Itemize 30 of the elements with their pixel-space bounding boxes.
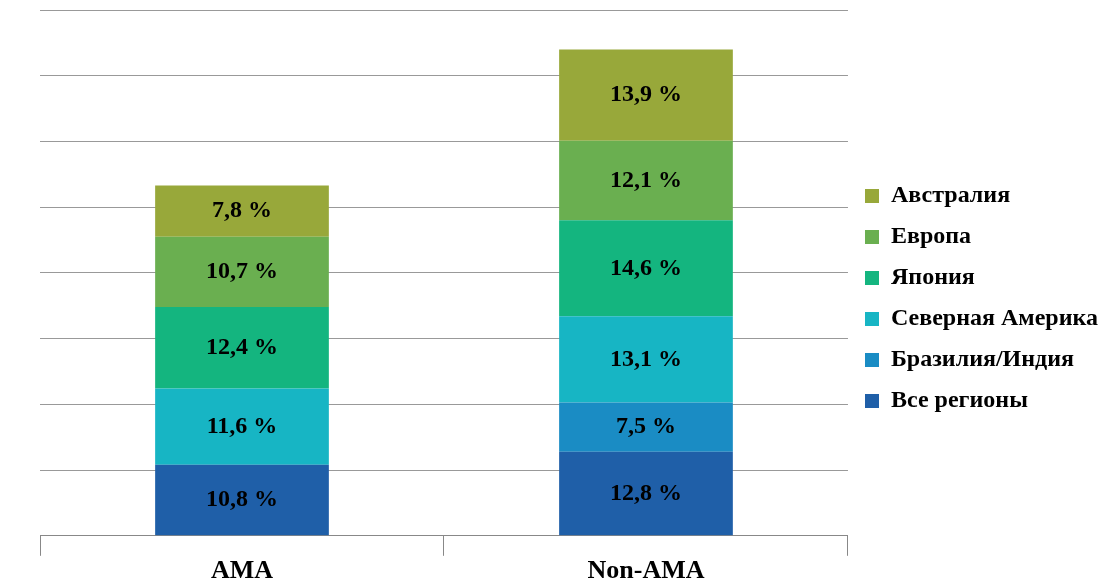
bar <box>155 464 329 536</box>
x-tick-label: AMA <box>210 555 274 585</box>
data-label: 13,9 % <box>609 80 682 107</box>
data-label: 13,1 % <box>609 344 682 371</box>
data-label: 14,6 % <box>609 253 682 280</box>
bar <box>155 307 329 389</box>
legend-label: Европа <box>890 222 972 249</box>
bar <box>559 451 733 536</box>
data-label: 12,1 % <box>609 165 682 192</box>
bar <box>559 49 733 141</box>
bar <box>155 185 329 237</box>
data-label: 7,5 % <box>615 412 676 439</box>
bar <box>155 388 329 465</box>
legend-label: Северная Америка <box>890 304 1099 331</box>
x-tick-label: Non-AMA <box>587 555 705 585</box>
data-label: 10,8 % <box>205 485 278 512</box>
legend-label: Бразилия/Индия <box>890 345 1075 372</box>
bar <box>155 236 329 308</box>
data-label: 11,6 % <box>206 411 278 438</box>
data-label: 12,4 % <box>205 333 278 360</box>
legend-label: Австралия <box>890 181 1011 208</box>
data-label: 10,7 % <box>205 257 278 284</box>
data-label: 12,8 % <box>609 478 682 505</box>
bar <box>559 140 733 221</box>
legend-label: Все регионы <box>890 386 1029 413</box>
bar <box>559 316 733 403</box>
legend-label: Япония <box>890 263 975 290</box>
bar <box>559 402 733 452</box>
bar <box>559 220 733 317</box>
data-label: 7,8 % <box>211 196 272 223</box>
